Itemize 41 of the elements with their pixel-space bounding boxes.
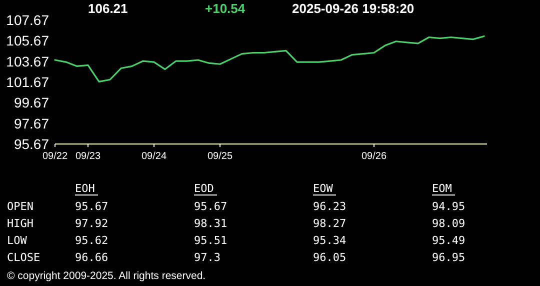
category-label: EOH — [75, 182, 95, 195]
category-label: OPEN — [7, 200, 34, 213]
y-tick-label: 103.67 — [6, 53, 50, 70]
text: 2025-09-26 19:58:20 — [292, 1, 414, 16]
text: 95.49 — [432, 234, 466, 247]
text: 94.95 — [432, 200, 466, 213]
line-series — [54, 35, 485, 82]
text: 98.09 — [432, 217, 466, 230]
chart-subtitle: +10.54 — [205, 1, 246, 16]
category-label: EOD — [194, 182, 214, 195]
y-tick-label: 95.67 — [14, 136, 50, 152]
text: 95.51 — [194, 234, 228, 247]
x-tick-label: 09/26 — [361, 151, 387, 162]
text: 95.67 — [194, 200, 228, 213]
x-tick-label: 09/22 — [42, 151, 68, 162]
text: 96.66 — [75, 251, 108, 264]
category-label: LOW — [7, 234, 27, 247]
text: 96.23 — [313, 200, 346, 213]
text: 96.05 — [313, 251, 346, 264]
text: 95.34 — [313, 234, 346, 247]
x-tick-label: 09/24 — [141, 151, 167, 162]
text: 97.92 — [75, 217, 108, 230]
text: © copyright 2009-2025. All rights reserved. — [7, 270, 206, 282]
y-tick-label: 97.67 — [14, 115, 50, 132]
category-label: HIGH — [7, 217, 34, 230]
text: 98.27 — [313, 217, 346, 230]
y-tick-label: 99.67 — [14, 94, 50, 111]
x-tick-label: 09/25 — [207, 151, 233, 162]
category-label: EOM — [432, 182, 452, 195]
x-tick-label: 09/23 — [75, 151, 101, 162]
text: 96.95 — [432, 251, 466, 264]
category-label: CLOSE — [7, 251, 40, 264]
text: 95.62 — [75, 234, 108, 247]
y-tick-label: 107.67 — [6, 12, 50, 28]
category-label: EOW — [313, 182, 334, 195]
text: 98.31 — [194, 217, 228, 230]
chart-title: 106.21 — [88, 1, 128, 16]
text: 97.3 — [194, 251, 220, 264]
y-tick-label: 105.67 — [6, 32, 50, 49]
y-tick-label: 101.67 — [6, 74, 50, 90]
text: 95.67 — [75, 200, 108, 213]
